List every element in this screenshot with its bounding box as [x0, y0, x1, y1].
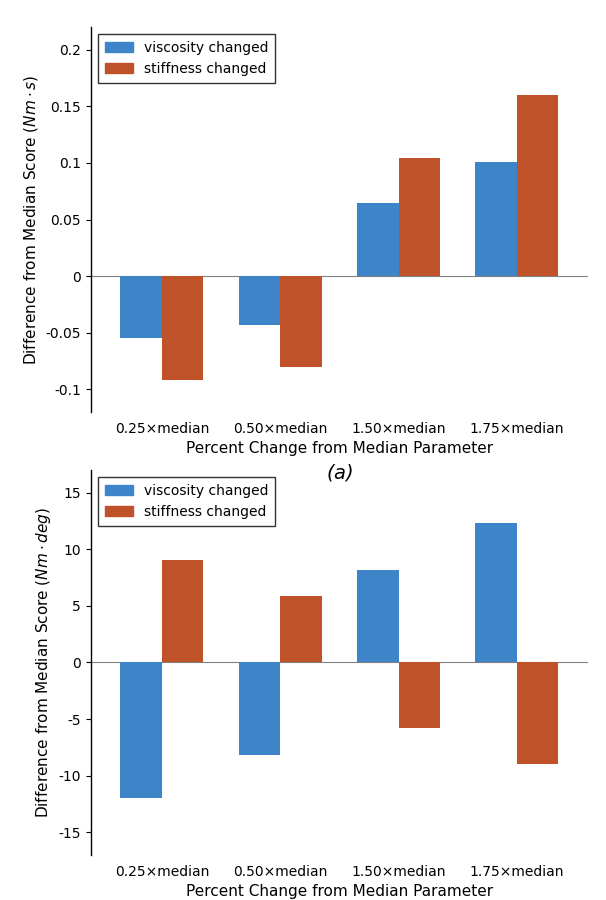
Bar [280, 276, 322, 367]
X-axis label: Percent Change from Median Parameter: Percent Change from Median Parameter [186, 885, 493, 899]
Bar [121, 662, 162, 798]
Bar [162, 561, 203, 662]
Bar [280, 596, 322, 662]
Bar [162, 276, 203, 381]
Bar [399, 662, 440, 728]
Bar [476, 162, 517, 276]
Bar [517, 95, 558, 276]
Legend: viscosity changed, stiffness changed: viscosity changed, stiffness changed [98, 477, 275, 526]
Legend: viscosity changed, stiffness changed: viscosity changed, stiffness changed [98, 34, 275, 83]
Bar [399, 158, 440, 276]
Bar [357, 570, 399, 662]
Bar [121, 276, 162, 338]
Bar [239, 276, 280, 325]
Y-axis label: Difference from Median Score ($Nm \cdot s$): Difference from Median Score ($Nm \cdot … [22, 75, 40, 364]
Bar [357, 202, 399, 276]
Bar [239, 662, 280, 755]
Bar [476, 523, 517, 662]
Y-axis label: Difference from Median Score ($Nm \cdot deg$): Difference from Median Score ($Nm \cdot … [34, 507, 53, 818]
Text: ($a$): ($a$) [326, 462, 353, 482]
Bar [517, 662, 558, 764]
X-axis label: Percent Change from Median Parameter: Percent Change from Median Parameter [186, 441, 493, 456]
